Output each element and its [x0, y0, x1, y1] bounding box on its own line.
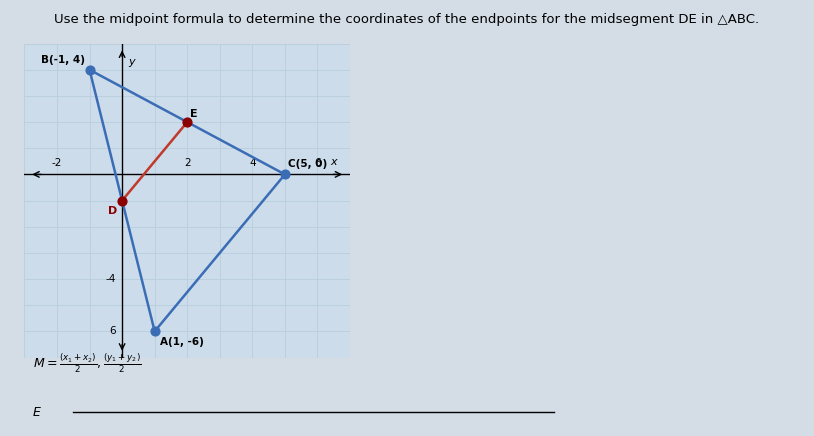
Text: 6: 6: [109, 327, 116, 336]
Text: E: E: [33, 405, 41, 419]
Text: A(1, -6): A(1, -6): [160, 337, 204, 347]
Text: D: D: [108, 206, 117, 216]
Text: x: x: [330, 157, 337, 167]
Point: [83, 66, 96, 73]
Text: -2: -2: [52, 158, 62, 168]
Text: 6: 6: [314, 158, 321, 168]
Text: -4: -4: [105, 274, 116, 284]
Text: B(-1, 4): B(-1, 4): [41, 54, 85, 65]
Text: $M = \frac{(x_1+x_2)}{2}, \frac{(y_1+y_2)}{2}$: $M = \frac{(x_1+x_2)}{2}, \frac{(y_1+y_2…: [33, 352, 141, 375]
Text: C(5, 0): C(5, 0): [288, 159, 327, 169]
Text: E: E: [190, 109, 198, 119]
Text: y: y: [129, 57, 135, 67]
Point: [116, 197, 129, 204]
Point: [148, 328, 161, 335]
Point: [278, 171, 291, 178]
Text: 4: 4: [249, 158, 256, 168]
Text: Use the midpoint formula to determine the coordinates of the endpoints for the m: Use the midpoint formula to determine th…: [55, 13, 759, 26]
Point: [181, 119, 194, 126]
Text: 2: 2: [184, 158, 190, 168]
